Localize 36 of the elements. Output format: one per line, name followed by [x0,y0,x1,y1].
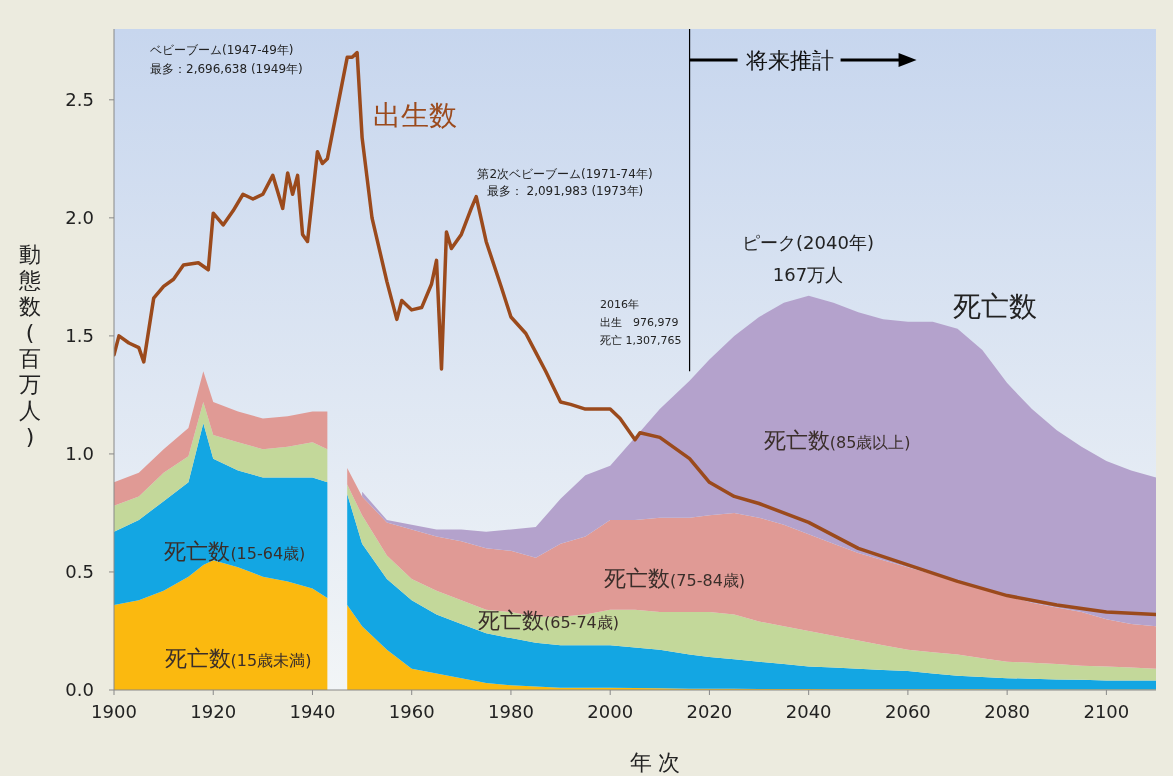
x-tick-label: 1980 [488,701,534,722]
y-tick-label: 2.5 [65,88,94,110]
y-tick-label: 0.5 [65,560,94,582]
annotation: ベビーブーム(1947-49年) [150,43,294,57]
annotation: 2016年 [600,298,639,311]
series-label: 死亡数(15歳未満) [164,646,312,672]
x-tick-label: 2060 [885,701,931,722]
annotation: ピーク(2040年) [742,232,874,253]
x-tick-label: 1900 [91,701,137,722]
y-axis-title: 動態数(百万人) [18,242,41,449]
x-axis-title: 年 次 [629,750,681,775]
annotation: 167万人 [772,264,844,285]
x-tick-label: 2000 [587,701,634,722]
x-tick-label: 1960 [388,701,435,722]
annotation: 第2次ベビーブーム(1971-74年) [477,167,653,181]
y-tick-label: 0.0 [65,679,94,700]
annotation: 死亡数 [953,290,1037,323]
y-tick-label: 1.0 [65,442,94,464]
x-tick-label: 1920 [190,701,237,722]
y-tick-label: 2.0 [65,206,94,228]
series-label: 死亡数(15-64歳) [164,539,306,565]
ref-line-label: 将来推計 [744,48,834,73]
x-tick-label: 2080 [984,701,1031,722]
x-tick-label: 2100 [1083,701,1130,722]
y-tick-label: 1.5 [65,324,94,346]
annotation: 死亡 1,307,765 [600,334,682,347]
series-label: 死亡数(65-74歳) [478,607,620,633]
annotation: 最多：2,696,638 (1949年) [150,62,303,76]
annotation: 最多： 2,091,983 (1973年) [486,184,644,198]
x-tick-label: 1940 [289,701,336,722]
series-label: 死亡数(85歳以上) [763,428,911,454]
series-label: 出生数 [373,98,458,132]
x-tick-label: 2020 [686,701,733,722]
annotation: 出生 976,979 [600,316,679,329]
series-label: 死亡数(75-84歳) [604,565,746,591]
x-tick-label: 2040 [785,701,832,722]
